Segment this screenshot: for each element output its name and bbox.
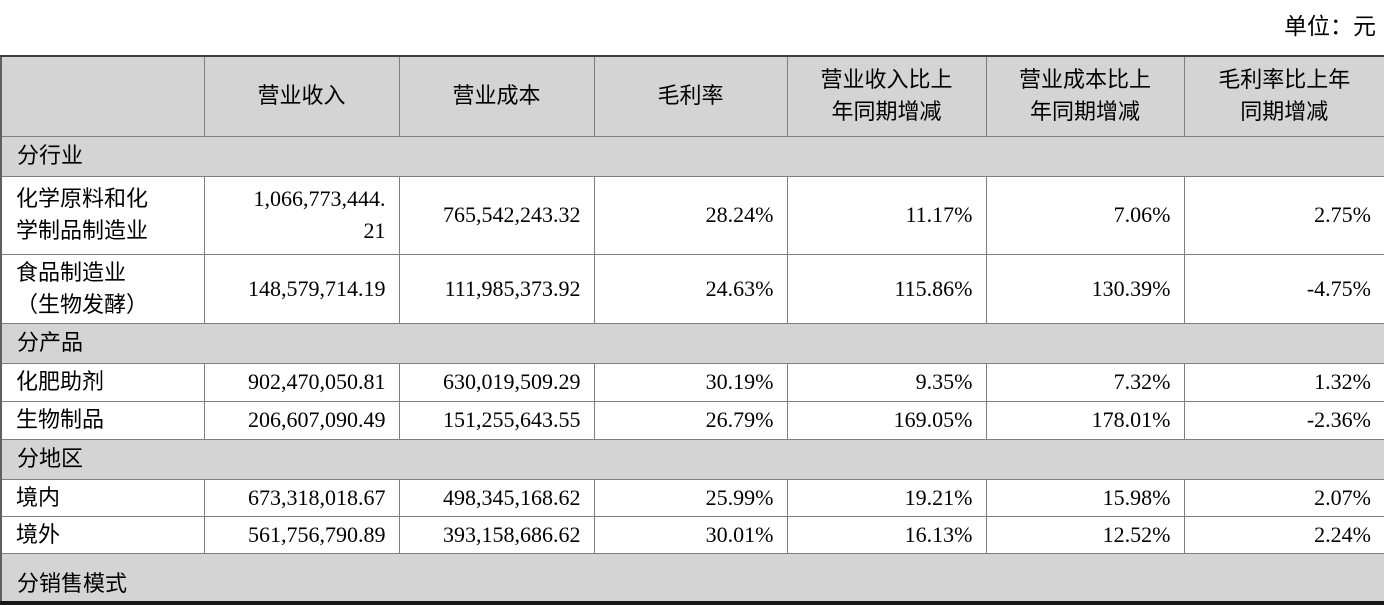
cell-margin-yoy: 2.24% — [1183, 515, 1384, 554]
cell-revenue-yoy: 11.17% — [786, 175, 987, 255]
col-header-blank — [0, 55, 205, 137]
table-row-bio-products: 生物制品 206,607,090.49 151,255,643.55 26.79… — [0, 400, 1384, 440]
col-header-revenue: 营业收入 — [203, 55, 400, 137]
cell-gross-margin: 25.99% — [593, 478, 788, 517]
table-row-overseas: 境外 561,756,790.89 393,158,686.62 30.01% … — [0, 515, 1384, 554]
section-row-sales-model: 分销售模式 — [0, 552, 1384, 605]
cell-cost: 151,255,643.55 — [398, 400, 595, 440]
cell-cost: 393,158,686.62 — [398, 515, 595, 554]
col-header-cost-yoy: 营业成本比上 年同期增减 — [985, 55, 1185, 137]
cell-revenue: 206,607,090.49 — [203, 400, 400, 440]
table-row-chemical: 化学原料和化 学制品制造业 1,066,773,444.21 765,542,2… — [0, 175, 1384, 255]
cell-cost: 111,985,373.92 — [398, 253, 595, 324]
cell-revenue-yoy: 9.35% — [786, 362, 987, 402]
cell-revenue-yoy: 19.21% — [786, 478, 987, 517]
cell-gross-margin: 28.24% — [593, 175, 788, 255]
col-header-margin-yoy: 毛利率比上年 同期增减 — [1183, 55, 1384, 137]
cell-margin-yoy: -4.75% — [1183, 253, 1384, 324]
row-label: 食品制造业 （生物发酵） — [0, 253, 205, 324]
col-header-cost: 营业成本 — [398, 55, 595, 137]
section-label-product: 分产品 — [0, 322, 1384, 364]
cell-cost-yoy: 7.32% — [985, 362, 1185, 402]
col-header-revenue-yoy: 营业收入比上 年同期增减 — [786, 55, 987, 137]
cell-cost-yoy: 130.39% — [985, 253, 1185, 324]
section-row-product: 分产品 — [0, 322, 1384, 364]
cell-gross-margin: 26.79% — [593, 400, 788, 440]
cell-margin-yoy: 1.32% — [1183, 362, 1384, 402]
cell-margin-yoy: -2.36% — [1183, 400, 1384, 440]
row-label: 化学原料和化 学制品制造业 — [0, 175, 205, 255]
cell-margin-yoy: 2.75% — [1183, 175, 1384, 255]
cell-revenue-yoy: 169.05% — [786, 400, 987, 440]
table-bottom-border — [0, 601, 1384, 605]
cell-cost: 765,542,243.32 — [398, 175, 595, 255]
segment-financials-table: 营业收入 营业成本 毛利率 营业收入比上 年同期增减 营业成本比上 年同期增减 … — [0, 55, 1384, 605]
section-label-sales-model: 分销售模式 — [0, 552, 1384, 605]
cell-cost-yoy: 178.01% — [985, 400, 1185, 440]
section-label-industry: 分行业 — [0, 135, 1384, 177]
section-row-industry: 分行业 — [0, 135, 1384, 177]
cell-cost-yoy: 12.52% — [985, 515, 1185, 554]
cell-margin-yoy: 2.07% — [1183, 478, 1384, 517]
cell-cost: 630,019,509.29 — [398, 362, 595, 402]
unit-label: 单位：元 — [1284, 14, 1376, 39]
section-label-region: 分地区 — [0, 438, 1384, 480]
section-row-region: 分地区 — [0, 438, 1384, 480]
table-header-row: 营业收入 营业成本 毛利率 营业收入比上 年同期增减 营业成本比上 年同期增减 … — [0, 55, 1384, 137]
cell-gross-margin: 30.19% — [593, 362, 788, 402]
row-label: 生物制品 — [0, 400, 205, 440]
table-row-food: 食品制造业 （生物发酵） 148,579,714.19 111,985,373.… — [0, 253, 1384, 324]
cell-cost-yoy: 15.98% — [985, 478, 1185, 517]
cell-revenue: 148,579,714.19 — [203, 253, 400, 324]
table-row-fertilizer-additive: 化肥助剂 902,470,050.81 630,019,509.29 30.19… — [0, 362, 1384, 402]
cell-gross-margin: 24.63% — [593, 253, 788, 324]
cell-gross-margin: 30.01% — [593, 515, 788, 554]
row-label: 境外 — [0, 515, 205, 554]
row-label: 境内 — [0, 478, 205, 517]
cell-revenue: 673,318,018.67 — [203, 478, 400, 517]
col-header-gross-margin: 毛利率 — [593, 55, 788, 137]
row-label: 化肥助剂 — [0, 362, 205, 402]
cell-revenue: 1,066,773,444.21 — [203, 175, 400, 255]
cell-revenue: 561,756,790.89 — [203, 515, 400, 554]
cell-revenue-yoy: 16.13% — [786, 515, 987, 554]
cell-revenue-yoy: 115.86% — [786, 253, 987, 324]
cell-revenue: 902,470,050.81 — [203, 362, 400, 402]
table-row-domestic: 境内 673,318,018.67 498,345,168.62 25.99% … — [0, 478, 1384, 517]
cell-cost-yoy: 7.06% — [985, 175, 1185, 255]
cell-cost: 498,345,168.62 — [398, 478, 595, 517]
